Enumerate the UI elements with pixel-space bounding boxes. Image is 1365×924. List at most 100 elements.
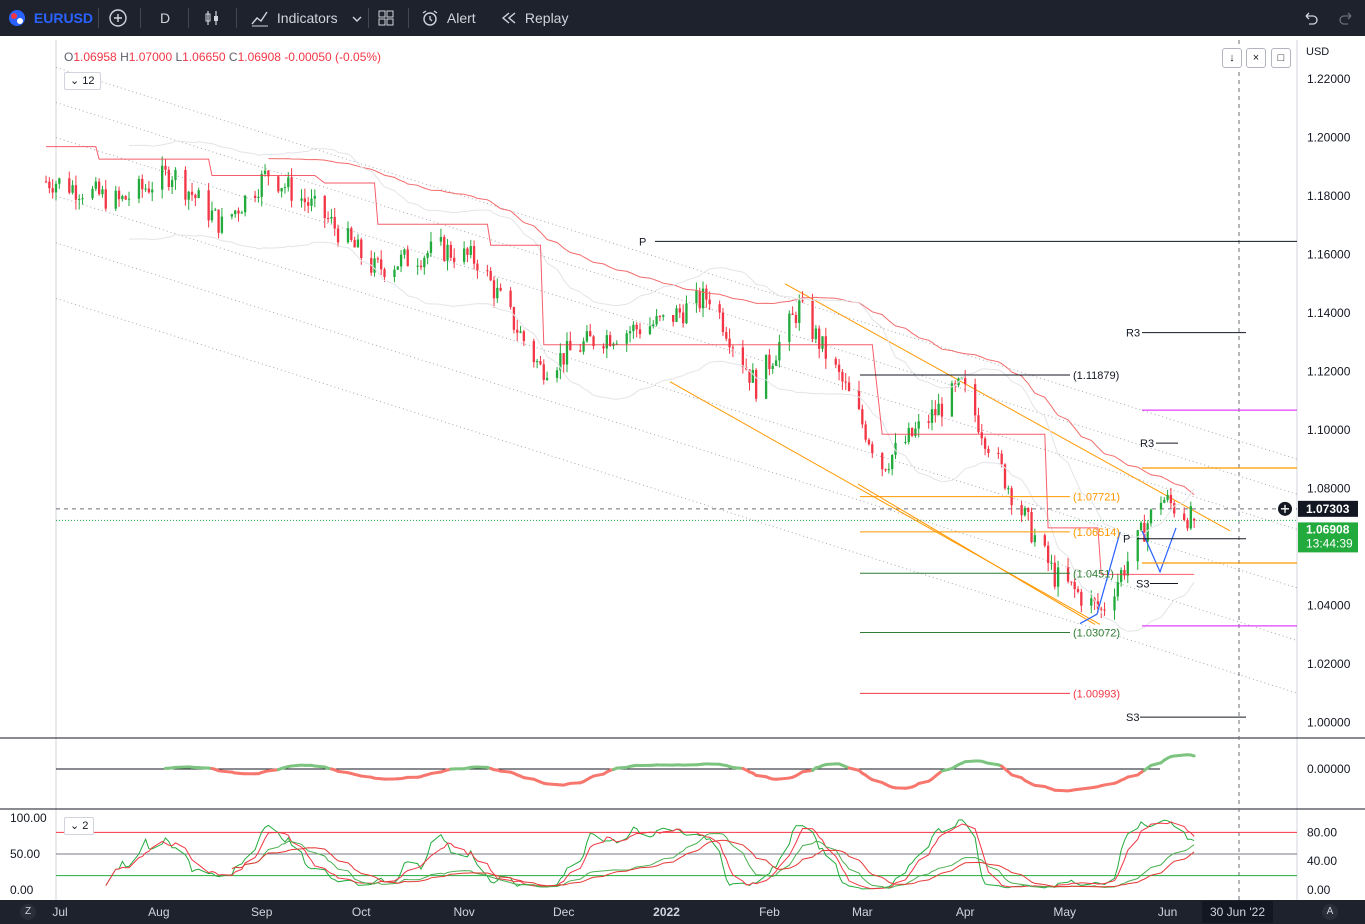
alert-button[interactable]: Alert: [420, 0, 476, 36]
candle-body: [628, 331, 632, 334]
regression-channel-line: [55, 66, 1298, 460]
candle-body: [287, 177, 290, 188]
candle-body: [1103, 609, 1106, 611]
candle-body: [818, 328, 821, 349]
candle-body: [950, 383, 954, 417]
redo-button[interactable]: [1337, 0, 1355, 36]
candle-body: [681, 312, 685, 324]
candle-body: [207, 190, 210, 221]
stoch-right-tick-label: 0.00: [1307, 883, 1331, 897]
layouts-button[interactable]: [376, 0, 396, 36]
candle-body: [774, 360, 778, 366]
candle-body: [532, 341, 535, 363]
candle-body: [124, 196, 127, 200]
candle-body: [987, 448, 990, 453]
candle-body: [652, 324, 655, 327]
candle-body: [81, 198, 84, 200]
candle-body: [403, 249, 406, 255]
zoom-z-button[interactable]: Z: [20, 904, 36, 920]
candle-body: [887, 469, 891, 471]
chart-annotations: [55, 66, 1298, 694]
candle-body: [1146, 523, 1149, 542]
candle-body: [453, 257, 456, 262]
candle-body: [559, 353, 562, 371]
candle-body: [1050, 562, 1053, 564]
candle-body: [937, 403, 940, 416]
plus-circle-icon: [109, 9, 127, 27]
candle-body: [1173, 503, 1176, 514]
price-tick-label: 1.00000: [1307, 715, 1351, 729]
candle-body: [535, 361, 539, 363]
macd-line-segment: [499, 769, 513, 774]
pane-down-button[interactable]: ↓: [1222, 48, 1242, 68]
candle-body: [579, 350, 582, 352]
chart-canvas[interactable]: PR3(1.11879)R3(1.07721)(1.06514)P(1.0451…: [0, 36, 1365, 900]
candle-body: [194, 194, 197, 199]
candle-body: [94, 181, 97, 189]
candle-body: [857, 391, 861, 410]
macd-line-segment: [1103, 781, 1116, 787]
indicators-dropdown[interactable]: [351, 0, 363, 36]
candle-body: [698, 290, 701, 309]
macd-line-segment: [336, 769, 350, 775]
symbol-search[interactable]: EURUSD: [8, 0, 93, 36]
indicators-button[interactable]: Indicators: [250, 0, 338, 36]
candle-body: [522, 331, 526, 342]
currency-label[interactable]: USD: [1306, 46, 1330, 58]
macd-pane: [56, 753, 1196, 793]
candle-body: [466, 248, 469, 255]
alarm-icon: [422, 10, 438, 26]
wave-path: [1079, 532, 1121, 625]
macd-line-segment: [313, 764, 327, 769]
candle-body: [184, 169, 187, 200]
candle-body: [383, 269, 386, 278]
candle-body: [127, 198, 131, 200]
macd-line-segment: [290, 763, 304, 768]
macd-line-segment: [940, 767, 954, 773]
auto-scale-button[interactable]: A: [1322, 904, 1338, 920]
macd-line-segment: [801, 768, 815, 774]
time-axis[interactable]: Z Jul Aug Sep Oct Nov Dec 2022 Feb Mar Apr May Jun …: [0, 900, 1365, 924]
candle-body: [542, 364, 545, 380]
candle-body: [170, 180, 174, 188]
price-tick-label: 1.20000: [1307, 131, 1351, 145]
chart-type-button[interactable]: [202, 0, 222, 36]
candle-body: [253, 195, 257, 198]
macd-line-segment: [1010, 773, 1024, 780]
wedge-upper-line: [784, 283, 1231, 532]
candle-body: [569, 340, 572, 351]
candle-body: [1027, 508, 1030, 512]
indicators-legend-toggle[interactable]: ⌄ 12: [64, 72, 101, 90]
indicators-count: 12: [82, 75, 95, 87]
pane-collapse-button[interactable]: ×: [1246, 48, 1266, 68]
candles-icon: [205, 10, 218, 25]
time-tick-label: Sep: [251, 905, 273, 919]
candle-body: [1073, 582, 1076, 590]
undo-icon: [1305, 12, 1318, 25]
candle-body: [891, 454, 894, 470]
candle-body: [824, 336, 827, 359]
open-label: O: [64, 50, 74, 64]
time-tick-label: 2022: [653, 905, 680, 919]
candle-body: [353, 239, 356, 248]
time-tick-label: Dec: [553, 905, 575, 919]
bollinger-lower-line: [128, 234, 1195, 632]
candle-body: [399, 254, 403, 267]
macd-line-segment: [1033, 783, 1047, 789]
candle-body: [117, 190, 121, 200]
candle-body: [429, 241, 433, 253]
candle-body: [380, 259, 383, 270]
stoch-legend-toggle[interactable]: ⌄ 2: [64, 817, 95, 835]
price-axis[interactable]: 1.22000 1.20000 1.18000 1.16000 1.14000 1.120…: [10, 72, 1358, 897]
add-symbol-button[interactable]: [108, 0, 128, 36]
undo-button[interactable]: [1302, 0, 1320, 36]
replay-button[interactable]: Replay: [500, 0, 568, 36]
pane-maximize-button[interactable]: □: [1271, 48, 1291, 68]
interval-button[interactable]: D: [160, 10, 171, 26]
candle-body: [847, 382, 851, 392]
candle-body: [1100, 608, 1103, 610]
candle-body: [396, 266, 399, 270]
macd-tick-label: 0.00000: [1307, 762, 1351, 776]
candle-body: [927, 421, 930, 423]
candle-body: [1053, 562, 1056, 587]
